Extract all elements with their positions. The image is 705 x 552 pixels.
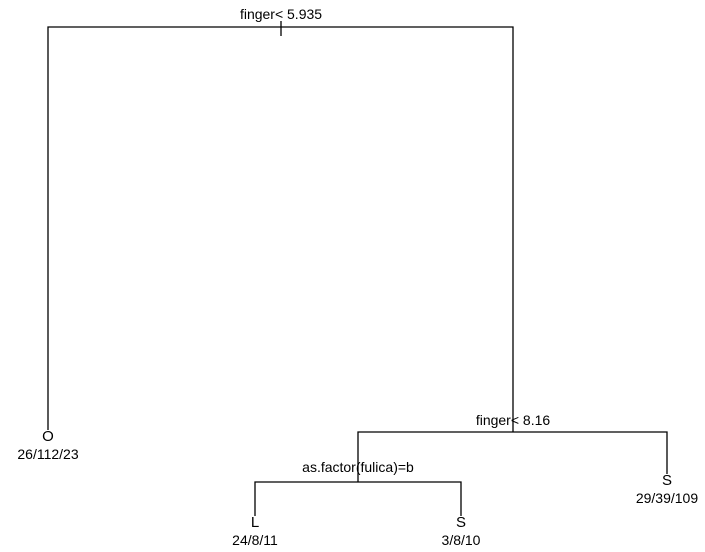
leaf-counts: 24/8/11 — [232, 532, 278, 548]
leaf-class-label: S — [662, 472, 672, 489]
split-node-root: finger< 5.935 — [47, 6, 514, 430]
split-node-fulica: as.factor(fulica)=b — [254, 459, 462, 516]
split-label-root: finger< 5.935 — [240, 6, 322, 22]
split-label-finger-8: finger< 8.16 — [476, 412, 551, 428]
leaf-counts: 3/8/10 — [442, 532, 481, 548]
edge-root — [47, 26, 514, 430]
leaf-node-o: O 26/112/23 — [17, 428, 78, 462]
split-node-finger-8: finger< 8.16 — [357, 412, 668, 474]
leaf-class-label: S — [456, 514, 466, 531]
leaf-node-s-inner: S 3/8/10 — [442, 514, 481, 548]
leaf-counts: 29/39/109 — [636, 490, 698, 506]
leaf-class-label: L — [251, 514, 259, 531]
edge-finger-8 — [357, 431, 668, 474]
split-label-fulica: as.factor(fulica)=b — [302, 459, 414, 475]
leaf-node-s-outer: S 29/39/109 — [636, 472, 698, 506]
leaf-node-l: L 24/8/11 — [232, 514, 278, 548]
leaf-class-label: O — [42, 428, 54, 445]
edge-fulica — [254, 481, 462, 516]
leaf-counts: 26/112/23 — [17, 446, 78, 462]
